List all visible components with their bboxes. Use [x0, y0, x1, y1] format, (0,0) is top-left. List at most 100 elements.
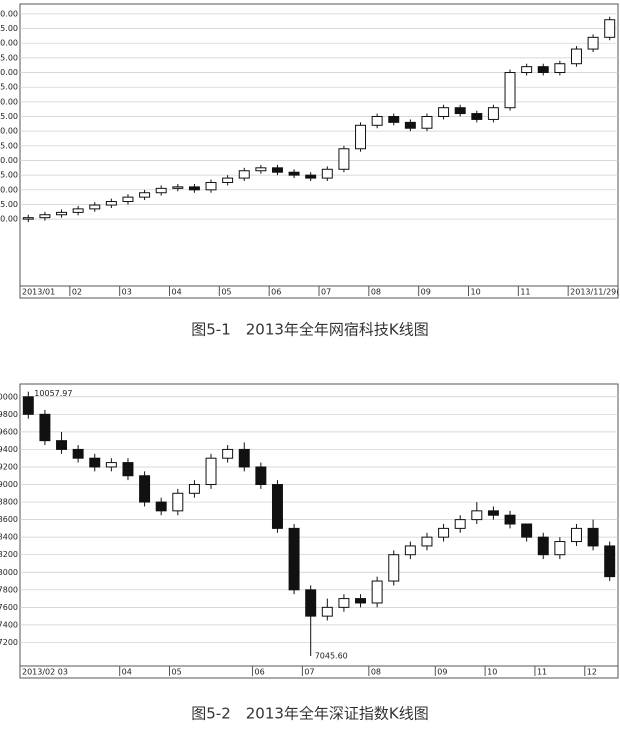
- candle-body: [188, 186, 200, 191]
- candle-body: [604, 545, 616, 578]
- candle-body: [255, 466, 267, 486]
- x-tick-label: 2013/02 03: [22, 668, 68, 677]
- candle-body: [271, 484, 283, 529]
- y-tick-label: 10000: [0, 392, 18, 401]
- candle-body: [355, 124, 367, 150]
- candle-body: [554, 541, 566, 556]
- candle-body: [537, 66, 549, 74]
- candle-body: [105, 462, 117, 468]
- candle-body: [56, 211, 68, 216]
- candle-body: [122, 462, 134, 477]
- candle-body: [454, 519, 466, 529]
- candle-body: [305, 589, 317, 617]
- plot-frame: [19, 383, 619, 679]
- x-tick-label: 08: [371, 288, 381, 297]
- candle-body: [238, 448, 250, 468]
- candle-body: [471, 113, 483, 120]
- x-tick-label: 2013/11/29(五): [570, 288, 620, 297]
- x-tick-label: 12: [587, 668, 597, 677]
- candle-body: [271, 167, 283, 173]
- y-tick-label: 45.00: [0, 141, 18, 150]
- y-tick-label: 7200: [0, 638, 18, 647]
- candle-body: [39, 413, 51, 442]
- candle-body: [39, 214, 51, 219]
- candle-body: [570, 48, 582, 65]
- y-tick-label: 50.00: [0, 127, 18, 136]
- candle-body: [504, 72, 516, 109]
- candle-body: [139, 192, 151, 198]
- y-tick-label: 7800: [0, 585, 18, 594]
- candle-body: [22, 396, 34, 415]
- x-tick-label: 04: [122, 668, 132, 677]
- candle-body: [587, 36, 599, 50]
- candle-body: [139, 475, 151, 503]
- candle-body: [404, 121, 416, 129]
- y-tick-label: 8200: [0, 550, 18, 559]
- x-tick-label: 04: [172, 288, 182, 297]
- y-tick-label: 80.00: [0, 39, 18, 48]
- candle-body: [487, 107, 499, 120]
- candle-body: [554, 63, 566, 74]
- y-tick-label: 8000: [0, 568, 18, 577]
- candle-body: [122, 196, 134, 203]
- y-tick-label: 9800: [0, 410, 18, 419]
- y-tick-label: 9400: [0, 445, 18, 454]
- candle-body: [89, 204, 101, 210]
- x-tick-label: 05: [172, 668, 182, 677]
- x-tick-label: 02: [72, 288, 82, 297]
- y-tick-label: 65.00: [0, 83, 18, 92]
- x-tick-label: 05: [221, 288, 231, 297]
- high-annotation: 10057.97: [34, 389, 72, 398]
- x-tick-label: 2013/01: [22, 288, 55, 297]
- candle-body: [388, 116, 400, 123]
- y-tick-label: 8800: [0, 498, 18, 507]
- x-tick-label: 09: [421, 288, 431, 297]
- candle-body: [438, 527, 450, 538]
- candle-body: [72, 208, 84, 213]
- candle-body: [222, 177, 234, 183]
- y-tick-label: 55.00: [0, 112, 18, 121]
- candle-body: [72, 448, 84, 459]
- candle-body: [238, 170, 250, 179]
- x-tick-label: 03: [122, 288, 132, 297]
- x-tick-label: 06: [271, 288, 281, 297]
- y-tick-label: 20.00: [0, 215, 18, 224]
- x-tick-label: 11: [520, 288, 530, 297]
- candle-body: [438, 107, 450, 118]
- candle-body: [288, 171, 300, 176]
- x-tick-label: 06: [255, 668, 265, 677]
- x-tick-label: 10: [471, 288, 481, 297]
- x-tick-label: 09: [437, 668, 447, 677]
- candle-body: [471, 510, 483, 521]
- y-tick-label: 7600: [0, 603, 18, 612]
- x-tick-label: 08: [371, 668, 381, 677]
- candle-body: [305, 174, 317, 179]
- low-annotation: 7045.60: [315, 651, 348, 660]
- candle-body: [604, 19, 616, 38]
- candle-body: [172, 186, 184, 189]
- candle-body: [587, 527, 599, 547]
- candle-body: [321, 606, 333, 617]
- y-tick-label: 9000: [0, 480, 18, 489]
- candle-body: [521, 523, 533, 538]
- y-tick-label: 7400: [0, 620, 18, 629]
- x-tick-label: 07: [304, 668, 314, 677]
- candle-body: [521, 66, 533, 74]
- candle-body: [487, 510, 499, 516]
- candle-body: [355, 598, 367, 604]
- candle-body: [504, 514, 516, 525]
- figure-caption: 图5-2 2013年全年深证指数K线图: [191, 705, 429, 723]
- candle-body: [255, 167, 267, 172]
- candle-body: [205, 181, 217, 191]
- y-tick-label: 9600: [0, 427, 18, 436]
- candle-body: [371, 116, 383, 126]
- y-tick-label: 9200: [0, 462, 18, 471]
- candle-body: [22, 217, 34, 220]
- y-tick-label: 75.00: [0, 53, 18, 62]
- y-tick-label: 8600: [0, 515, 18, 524]
- x-tick-label: 10: [487, 668, 497, 677]
- candle-body: [388, 554, 400, 582]
- x-tick-label: 11: [537, 668, 547, 677]
- plot-frame: [19, 3, 619, 299]
